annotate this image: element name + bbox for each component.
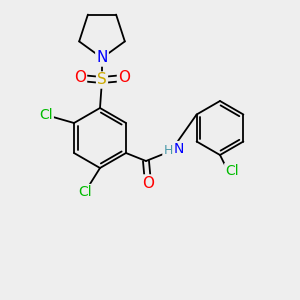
Text: O: O (142, 176, 154, 190)
Text: Cl: Cl (78, 185, 92, 199)
Text: N: N (96, 50, 108, 65)
Text: O: O (74, 70, 86, 86)
Text: Cl: Cl (225, 164, 239, 178)
Text: H: H (163, 145, 173, 158)
Text: Cl: Cl (39, 108, 53, 122)
Text: N: N (174, 142, 184, 156)
Text: O: O (118, 70, 130, 86)
Text: S: S (97, 73, 107, 88)
